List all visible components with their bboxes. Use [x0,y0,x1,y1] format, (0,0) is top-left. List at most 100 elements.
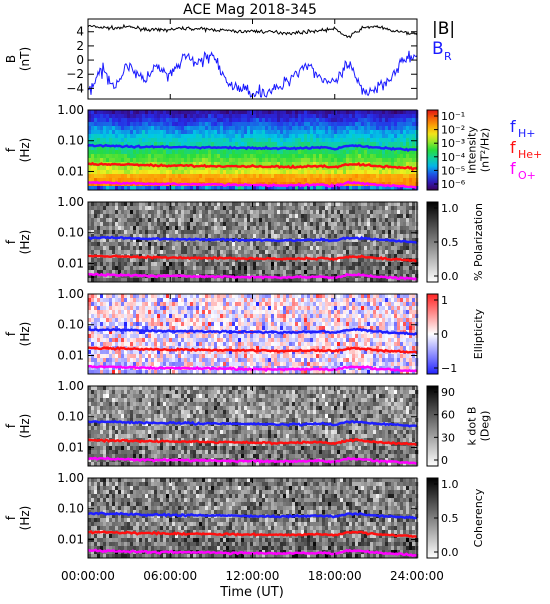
spectrogram-cell [346,226,349,230]
spectrogram-cell [133,170,136,174]
spectrogram-cell [409,134,412,138]
spectrogram-cell [229,266,232,270]
spectrogram-cell [109,158,112,162]
spectrogram-cell [124,210,127,214]
spectrogram-cell [274,138,277,142]
spectrogram-cell [352,258,355,262]
spectrogram-cell [142,298,145,302]
spectrogram-cell [97,306,100,310]
spectrogram-cell [331,206,334,210]
spectrogram-cell [244,230,247,234]
spectrogram-cell [115,114,118,118]
spectrogram-cell [358,158,361,162]
spectrogram-cell [184,242,187,246]
spectrogram-cell [223,226,226,230]
spectrogram-cell [199,154,202,158]
spectrogram-cell [277,254,280,258]
spectrogram-cell [307,250,310,254]
spectrogram-cell [316,230,319,234]
spectrogram-cell [103,210,106,214]
spectrogram-cell [94,250,97,254]
spectrogram-cell [346,262,349,266]
spectrogram-cell [103,302,106,306]
spectrogram-cell [376,118,379,122]
spectrogram-cell [112,250,115,254]
colorbar-tick-label: 10⁻⁶ [441,178,466,191]
spectrogram-cell [115,130,118,134]
spectrogram-cell [346,126,349,130]
spectrogram-cell [328,306,331,310]
spectrogram-cell [391,158,394,162]
spectrogram-cell [379,134,382,138]
spectrogram-cell [211,114,214,118]
spectrogram-cell [250,138,253,142]
spectrogram-cell [280,298,283,302]
spectrogram-cell [409,174,412,178]
spectrogram-cell [103,218,106,222]
spectrogram-cell [118,110,121,114]
spectrogram-cell [358,262,361,266]
spectrogram-cell [112,114,115,118]
spectrogram-cell [127,114,130,118]
spectrogram-cell [193,126,196,130]
spectrogram-cell [406,154,409,158]
y-tick-label: 1.00 [57,195,84,209]
spectrogram-cell [103,154,106,158]
spectrogram-cell [226,202,229,206]
spectrogram-cell [256,122,259,126]
spectrogram-cell [235,218,238,222]
spectrogram-cell [322,150,325,154]
spectrogram-cell [127,126,130,130]
spectrogram-cell [238,270,241,274]
spectrogram-cell [253,250,256,254]
spectrogram-cell [97,126,100,130]
spectrogram-cell [139,150,142,154]
spectrogram-cell [271,234,274,238]
spectrogram-cell [250,226,253,230]
spectrogram-cell [130,222,133,226]
spectrogram-cell [100,110,103,114]
spectrogram-cell [373,222,376,226]
spectrogram-cell [229,262,232,266]
spectrogram-cell [307,266,310,270]
spectrogram-cell [313,226,316,230]
spectrogram-cell [346,134,349,138]
spectrogram-cell [151,154,154,158]
spectrogram-cell [403,210,406,214]
spectrogram-cell [316,302,319,306]
spectrogram-cell [205,138,208,142]
spectrogram-cell [184,130,187,134]
spectrogram-cell [118,118,121,122]
spectrogram-cell [328,118,331,122]
spectrogram-cell [283,262,286,266]
spectrogram-cell [316,218,319,222]
spectrogram-cell [151,170,154,174]
spectrogram-cell [259,178,262,182]
spectrogram-cell [268,234,271,238]
spectrogram-cell [289,114,292,118]
spectrogram-cell [322,306,325,310]
spectrogram-cell [139,230,142,234]
spectrogram-cell [178,130,181,134]
spectrogram-cell [238,114,241,118]
spectrogram-cell [313,130,316,134]
spectrogram-cell [199,118,202,122]
spectrogram-cell [139,154,142,158]
spectrogram-cell [157,266,160,270]
spectrogram-cell [106,298,109,302]
spectrogram-cell [289,142,292,146]
spectrogram-cell [367,130,370,134]
spectrogram-cell [115,218,118,222]
spectrogram-cell [256,178,259,182]
spectrogram-cell [148,130,151,134]
spectrogram-cell [211,214,214,218]
spectrogram-cell [238,202,241,206]
spectrogram-cell [256,138,259,142]
spectrogram-cell [190,178,193,182]
spectrogram-cell [331,110,334,114]
spectrogram-cell [379,118,382,122]
spectrogram-cell [178,210,181,214]
spectrogram-cell [304,170,307,174]
spectrogram-cell [100,214,103,218]
spectrogram-cell [262,270,265,274]
